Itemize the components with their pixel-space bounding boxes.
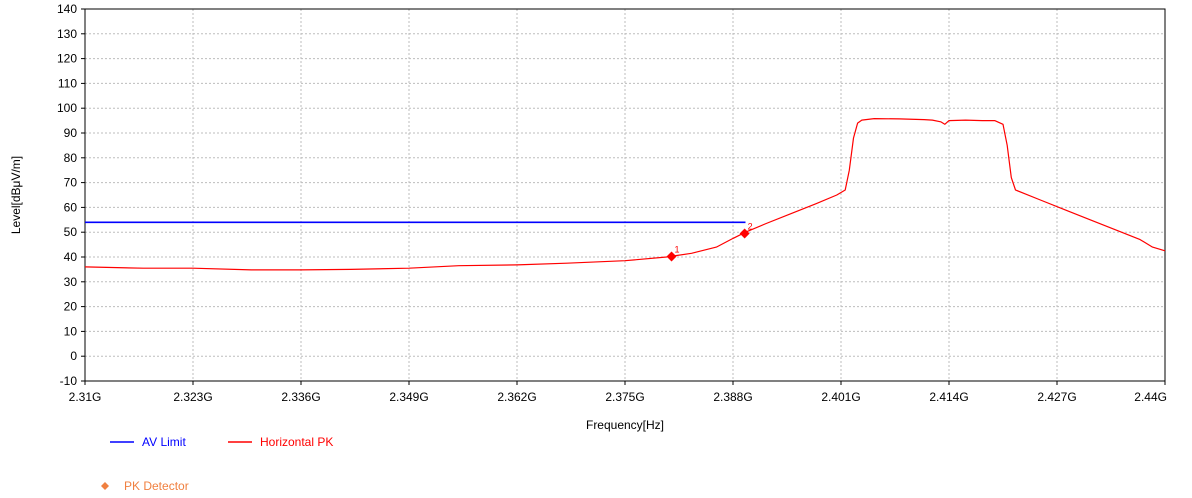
pk-detector-marker (666, 251, 677, 262)
x-tick-label: 2.362G (497, 390, 536, 404)
legend-diamond-icon (101, 482, 109, 490)
x-axis-title: Frequency[Hz] (586, 418, 664, 432)
y-tick-label: 40 (64, 250, 78, 264)
y-tick-label: 80 (64, 151, 78, 165)
x-tick-label: 2.336G (281, 390, 320, 404)
marker-label: 2 (748, 221, 753, 231)
y-tick-label: 50 (64, 225, 78, 239)
y-tick-label: 0 (70, 349, 77, 363)
y-tick-label: 120 (57, 52, 77, 66)
x-tick-label: 2.414G (929, 390, 968, 404)
y-tick-label: 110 (58, 76, 77, 90)
y-tick-label: 130 (57, 27, 77, 41)
x-tick-label: 2.401G (821, 390, 860, 404)
y-tick-label: 100 (57, 101, 77, 115)
marker-layer: 12 (666, 221, 753, 262)
legend-label: PK Detector (124, 479, 189, 493)
legend: AV Limit Horizontal PK PK Detector (101, 435, 333, 493)
series-line-horizontal-pk (84, 117, 1166, 271)
y-axis-title: Level[dBμV/m] (9, 156, 23, 234)
x-tick-label: 2.375G (605, 390, 644, 404)
x-tick-label: 2.427G (1037, 390, 1076, 404)
grid-lines (84, 8, 1166, 382)
x-tick-label: 2.44G (1134, 390, 1167, 404)
x-tick-label: 2.31G (69, 390, 102, 404)
y-tick-label: 10 (64, 324, 78, 338)
y-tick-label: 30 (64, 275, 78, 289)
y-tick-label: 60 (64, 200, 78, 214)
x-tick-label: 2.349G (389, 390, 428, 404)
marker-label: 1 (675, 245, 680, 255)
y-tick-label: 140 (57, 2, 77, 16)
legend-label: AV Limit (142, 435, 186, 449)
y-tick-label: 20 (64, 300, 78, 314)
x-axis: 2.31G 2.323G 2.336G 2.349G 2.362G 2.375G 2.388… (69, 381, 1167, 404)
y-tick-label: -10 (60, 374, 78, 388)
y-axis: -10 0 10 20 30 40 50 60 70 80 90 100 110 120 130 140 (57, 2, 85, 388)
y-tick-label: 70 (64, 176, 78, 190)
x-tick-label: 2.323G (173, 390, 212, 404)
series-layer (84, 117, 1166, 271)
legend-label: Horizontal PK (260, 435, 333, 449)
y-tick-label: 90 (64, 126, 78, 140)
x-tick-label: 2.388G (713, 390, 752, 404)
pk-detector-marker (739, 228, 750, 239)
